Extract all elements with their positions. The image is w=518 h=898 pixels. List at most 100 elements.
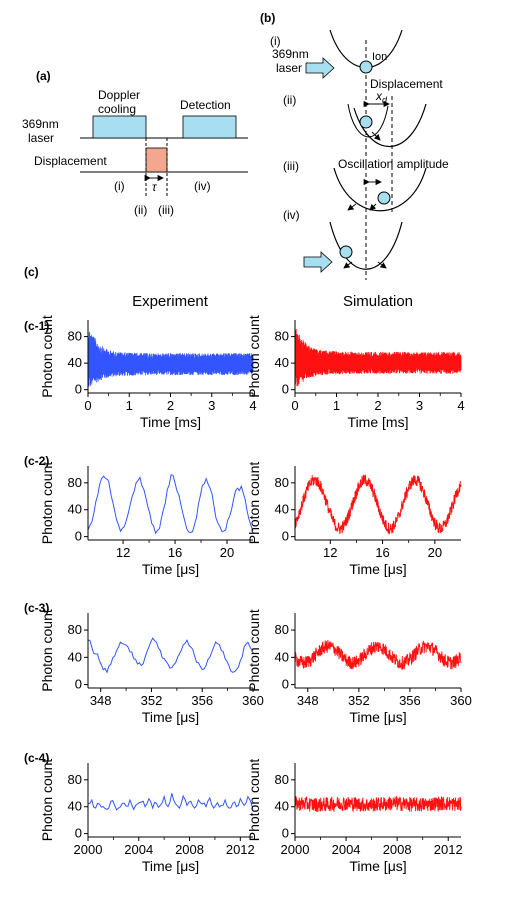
chart-c-1-simulation: 0 40 80 0 1 2 3 4 Time [ms] Photon count [246,315,465,430]
y-axis-label: Photon count [39,759,55,842]
cooling-label-line1: Doppler [98,88,140,102]
x-tick-label: 4 [249,398,256,413]
y-tick-label: 0 [75,677,82,692]
panel-a: (a) 369nm laser Doppler cooling Detectio… [22,69,248,217]
x-axis-label: Time [ms] [348,414,409,430]
series-line-c-2-experiment [87,473,254,535]
series-line-c-4-experiment [88,793,254,811]
row-label: (c-4) [24,751,49,765]
y-axis-label: Photon count [246,315,262,398]
y-tick-label: 40 [68,502,82,517]
chart-c-4-experiment: 0 40 80 2000 2004 2008 2012 Time [μs] Photon cou… [24,751,255,874]
x-axis-label: Time [ms] [140,414,201,430]
y-tick-label: 80 [275,772,289,787]
stage-i-label: (i) [114,179,125,193]
panel-c: (c) Experiment Simulation [24,265,413,310]
chart-c-3-simulation: 0 40 80 348 352 356 360 Time [μs] Photon count [246,609,472,725]
ion-motion-arrow-iii-left [347,203,357,211]
ion-iii [377,191,391,205]
column-title-simulation: Simulation [343,293,413,310]
ion-motion-arrow-iv-left [343,261,353,269]
x-tick-label: 356 [191,693,213,708]
panel-b: (b) (i) Ion 369nm laser Displacement (ii… [260,11,449,280]
x-tick-label: 3 [416,398,423,413]
y-tick-label: 40 [275,355,289,370]
b-laser-label-line1: 369nm [272,47,309,61]
stage-i-label: (i) [270,34,281,48]
displacement-label: Displacement [34,154,107,168]
y-tick-label: 0 [75,382,82,397]
chart-c-2-experiment: 0 40 80 12 16 20 Time [μs] Photon count(c-2) [24,454,254,577]
displacement-pulse [145,147,168,173]
series-band-c-1-simulation [294,328,462,387]
ion-motion-arrow-iv-right [377,261,387,269]
detection-label: Detection [180,98,231,112]
x-tick-label: 0 [291,398,298,413]
stage-iv-label: (iv) [194,179,211,193]
x-tick-label: 360 [242,693,264,708]
x-tick-label: 360 [450,693,472,708]
y-axis-label: Photon count [39,609,55,692]
x-tick-label: 2012 [226,842,255,857]
x-tick-label: 348 [297,693,319,708]
x-tick-label: 2 [167,398,174,413]
cooling-label-line2: cooling [98,102,136,116]
ion-iv [339,245,353,259]
y-axis-label: Photon count [39,462,55,545]
oscillation-label: Oscillation amplitude [338,157,449,171]
y-tick-label: 80 [275,329,289,344]
x-tick-label: 12 [323,545,337,560]
x-tick-label: 2 [374,398,381,413]
x-tick-label: 2000 [281,842,310,857]
x-tick-label: 4 [457,398,464,413]
x-axis-label: Time [μs] [349,709,406,725]
x-tick-label: 3 [208,398,215,413]
y-tick-label: 80 [275,475,289,490]
series-band-c-3-simulation [294,639,462,670]
stage-iv-label: (iv) [283,208,300,222]
y-tick-label: 40 [68,799,82,814]
y-tick-label: 80 [68,772,82,787]
x-tick-label: 2012 [434,842,463,857]
panel-b-label: (b) [260,11,275,25]
x-tick-label: 2000 [74,842,103,857]
x-tick-label: 16 [375,545,389,560]
x-tick-label: 352 [141,693,163,708]
series-line-c-3-experiment [88,637,254,674]
x-tick-label: 16 [168,545,182,560]
y-tick-label: 80 [68,329,82,344]
y-tick-label: 80 [275,622,289,637]
chart-c-2-simulation: 0 40 80 12 16 20 Time [μs] Photon count [246,462,462,577]
x-axis-label: Time [μs] [349,858,406,874]
doppler-cooling-pulse [92,115,147,139]
y-tick-label: 0 [282,529,289,544]
panel-a-label: (a) [36,69,51,83]
ion-i [359,60,373,74]
x-axis-label: Time [μs] [142,709,199,725]
x-tick-label: 348 [90,693,112,708]
series-band-c-1-experiment [87,331,254,387]
x-axis-label: Time [μs] [349,561,406,577]
row-label: (c-2) [24,454,49,468]
y-tick-label: 40 [275,649,289,664]
x-tick-label: 12 [116,545,130,560]
b-displacement-label: Displacement [370,77,443,91]
ion-label: Ion [372,51,387,63]
ion-motion-arrow-ii [371,131,381,141]
x-tick-label: 2008 [383,842,412,857]
y-axis-label: Photon count [246,759,262,842]
x-tick-label: 2008 [175,842,204,857]
chart-c-1-experiment: 0 40 80 0 1 2 3 4 Time [ms] Photon count(c-1) [24,315,257,430]
series-band-c-2-simulation [294,474,462,535]
y-tick-label: 40 [68,649,82,664]
x-tick-label: 1 [333,398,340,413]
x-tick-label: 2004 [332,842,361,857]
y-axis-label: Photon count [39,315,55,398]
y-tick-label: 40 [275,799,289,814]
chart-c-4-simulation: 0 40 80 2000 2004 2008 2012 Time [μs] Photon cou… [246,759,463,874]
detection-pulse [182,115,237,139]
x-axis-label: Time [μs] [142,561,199,577]
y-tick-label: 0 [282,677,289,692]
